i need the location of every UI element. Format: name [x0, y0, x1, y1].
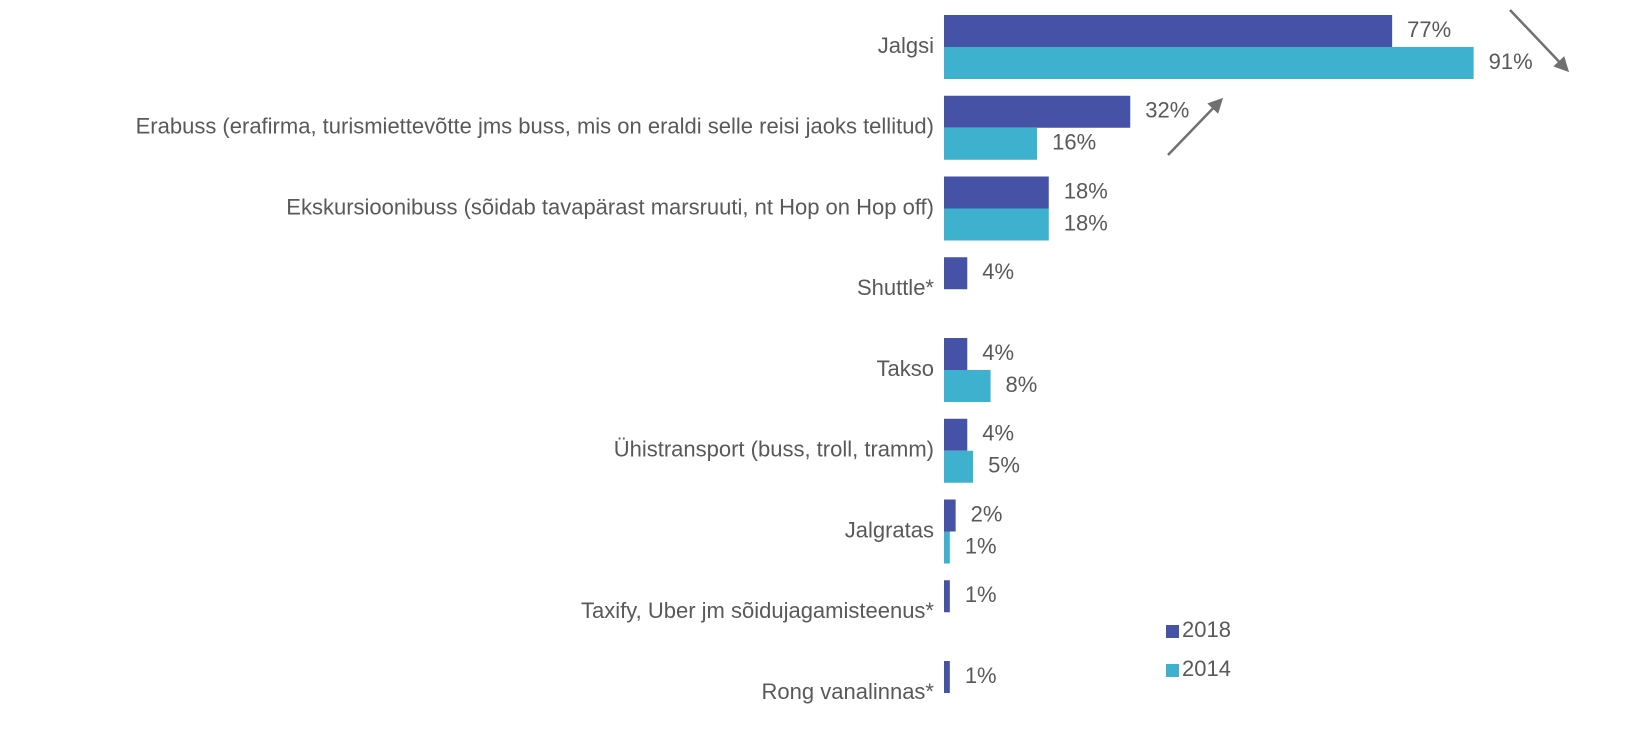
bar: [944, 176, 1049, 209]
value-label: 4%: [982, 340, 1014, 365]
bar: [944, 257, 968, 290]
legend-label: 2014: [1182, 656, 1231, 681]
category-label: Rong vanalinnas*: [762, 679, 935, 704]
bar: [944, 208, 1049, 241]
value-label: 1%: [965, 533, 997, 558]
value-label: 18%: [1064, 178, 1108, 203]
bar: [944, 580, 950, 613]
category-label: Erabuss (erafirma, turismiettevõtte jms …: [136, 114, 934, 139]
bar: [944, 95, 1131, 128]
bar: [944, 661, 950, 693]
category-label: Jalgsi: [878, 33, 934, 58]
legend-swatch: [1166, 625, 1179, 638]
value-label: 77%: [1407, 17, 1451, 42]
bar: [944, 370, 991, 402]
value-label: 4%: [982, 421, 1014, 446]
bar: [944, 338, 968, 370]
category-label: Taxify, Uber jm sõidujagamisteenus*: [581, 598, 934, 623]
bar: [944, 499, 956, 532]
value-label: 1%: [965, 582, 997, 607]
legend-label: 2018: [1182, 617, 1231, 642]
legend-swatch: [1166, 664, 1179, 677]
bar: [944, 418, 968, 451]
category-label: Ekskursioonibuss (sõidab tavapärast mars…: [286, 194, 934, 219]
value-label: 8%: [1006, 372, 1038, 397]
bar: [944, 127, 1038, 160]
trend-arrow-up: [1167, 97, 1224, 156]
trend-arrow-down: [1509, 9, 1570, 73]
value-label: 2%: [971, 501, 1003, 526]
value-label: 91%: [1489, 49, 1533, 74]
category-label: Takso: [877, 356, 934, 381]
category-label: Jalgratas: [845, 517, 934, 542]
value-label: 18%: [1064, 210, 1108, 235]
bar: [944, 47, 1474, 79]
value-label: 32%: [1145, 98, 1189, 123]
bar: [944, 450, 974, 483]
value-label: 4%: [982, 259, 1014, 284]
category-label: Shuttle*: [857, 275, 934, 300]
category-label: Ühistransport (buss, troll, tramm): [614, 437, 934, 462]
value-label: 1%: [965, 663, 997, 688]
value-label: 5%: [988, 453, 1020, 478]
value-label: 16%: [1052, 130, 1096, 155]
bar: [944, 531, 950, 564]
bar: [944, 15, 1393, 47]
